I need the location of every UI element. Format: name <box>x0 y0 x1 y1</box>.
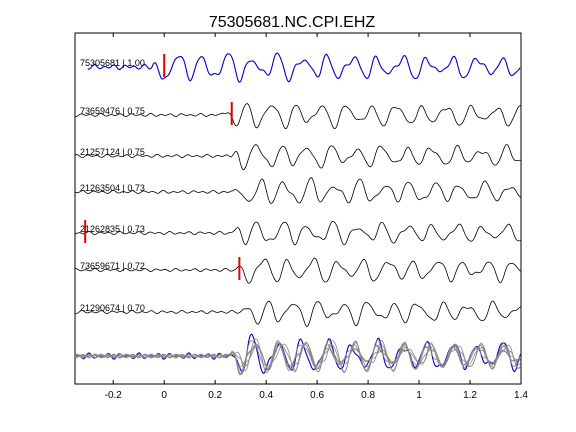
x-axis: -0.2 0 0.2 0.4 0.6 0.8 1 1.2 1.4 <box>105 33 528 401</box>
traces-layer: 75305681 | 1.00 73659476 | 0.75 21257124 |… <box>74 52 521 327</box>
trace-waveform <box>74 220 521 246</box>
x-tick-label: 1 <box>416 390 422 401</box>
trace-label: 73659476 | 0.75 <box>80 106 145 116</box>
x-tick-label: 1.4 <box>514 390 528 401</box>
x-tick-label: 0.2 <box>208 390 222 401</box>
trace-waveform <box>74 300 521 327</box>
trace-waveform <box>87 52 521 84</box>
trace-waveform <box>74 257 521 284</box>
trace-waveform <box>74 144 521 171</box>
x-tick-label: -0.2 <box>105 390 123 401</box>
trace-waveform <box>74 177 521 204</box>
plot-frame <box>74 32 522 385</box>
trace-label: 21263504 | 0.73 <box>80 183 145 193</box>
stack-waveform <box>74 340 521 371</box>
trace-label: 21257124 | 0.75 <box>80 147 145 157</box>
trace-waveform <box>74 103 521 130</box>
trace-label: 21262835 | 0.73 <box>80 224 145 234</box>
x-tick-label: 0.8 <box>361 390 375 401</box>
stack-layer <box>74 333 522 376</box>
trace-label: 75305681 | 1.00 <box>80 58 145 68</box>
trace-label: 73659671 | 0.72 <box>80 261 145 271</box>
trace-label: 21290674 | 0.70 <box>80 303 145 313</box>
x-tick-label: 1.2 <box>463 390 477 401</box>
x-tick-label: 0.4 <box>259 390 273 401</box>
x-tick-label: 0 <box>161 390 167 401</box>
chart-title: 75305681.NC.CPI.EHZ <box>209 14 376 31</box>
x-tick-label: 0.6 <box>310 390 324 401</box>
stack-waveform <box>74 341 521 375</box>
